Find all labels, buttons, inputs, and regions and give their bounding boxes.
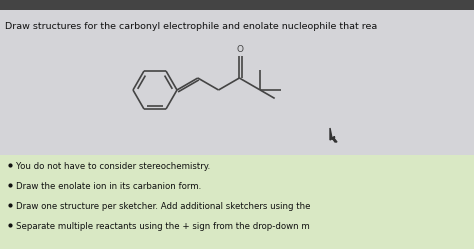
Text: You do not have to consider stereochemistry.: You do not have to consider stereochemis… (16, 162, 210, 171)
Text: Draw structures for the carbonyl electrophile and enolate nucleophile that rea: Draw structures for the carbonyl electro… (5, 22, 377, 31)
Text: O: O (237, 45, 244, 54)
Polygon shape (330, 128, 337, 142)
Text: Separate multiple reactants using the + sign from the drop-down m: Separate multiple reactants using the + … (16, 222, 310, 231)
FancyBboxPatch shape (0, 0, 474, 10)
Text: Draw the enolate ion in its carbanion form.: Draw the enolate ion in its carbanion fo… (16, 182, 201, 191)
Text: Draw one structure per sketcher. Add additional sketchers using the: Draw one structure per sketcher. Add add… (16, 202, 310, 211)
FancyBboxPatch shape (0, 155, 474, 249)
FancyBboxPatch shape (0, 10, 474, 155)
